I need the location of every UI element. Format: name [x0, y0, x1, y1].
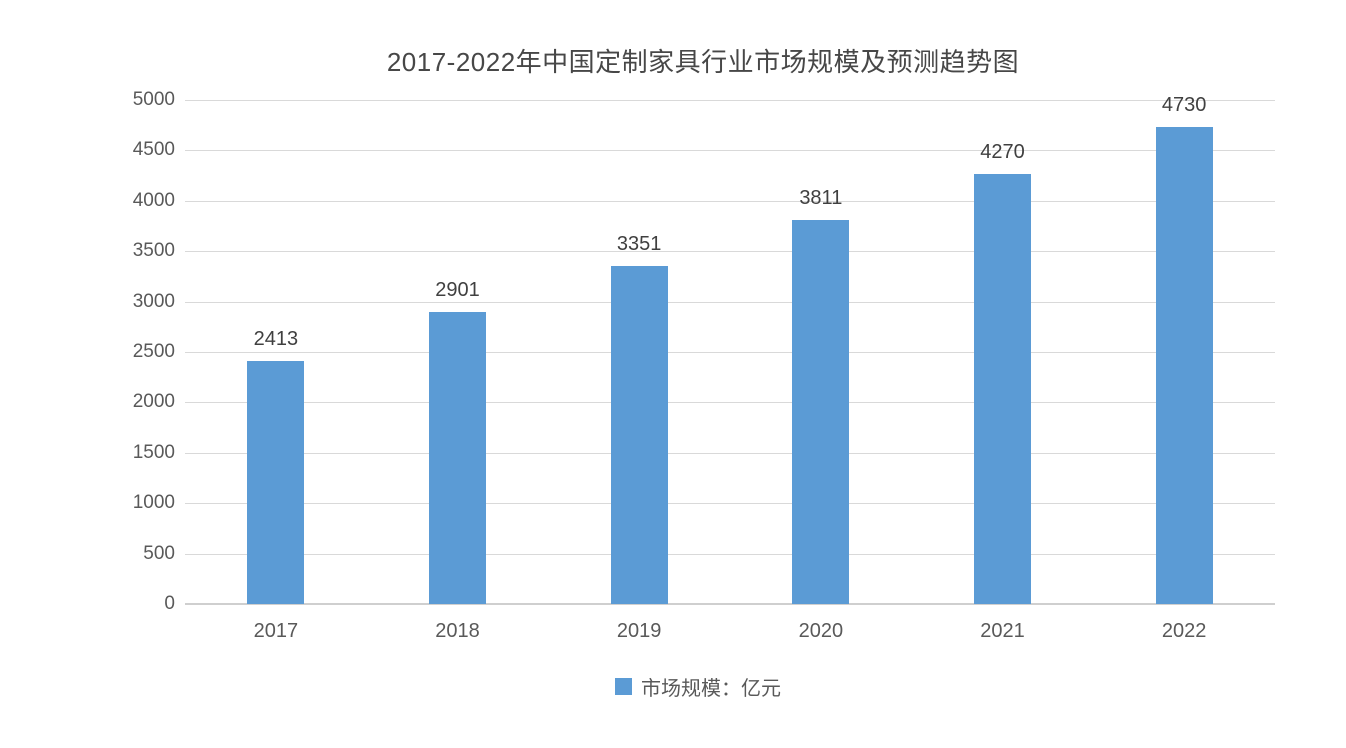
bar-2020 [792, 219, 850, 604]
gridline [185, 503, 1275, 505]
gridline [185, 402, 1275, 404]
bar-value-label: 4730 [1161, 94, 1207, 117]
plot-area: 5000 4500 4000 3500 3000 2500 2000 1500 1000 500 0… [133, 89, 1275, 642]
gridline [185, 150, 1275, 152]
bar-value-label: 3351 [616, 233, 662, 256]
bar-2019 [610, 266, 668, 604]
chart-title: 2017-2022年中国定制家具行业市场规模及预测趋势图 [386, 47, 1020, 77]
y-tick-label: 4000 [132, 189, 175, 211]
x-axis-line [185, 603, 1275, 605]
x-tick-label-2021: 2021 [980, 620, 1025, 642]
y-tick-label: 5000 [132, 89, 175, 110]
gridline [185, 301, 1275, 303]
gridline [185, 200, 1275, 202]
y-tick-label: 1500 [132, 441, 175, 463]
gridline [185, 553, 1275, 555]
y-tick-label: 500 [143, 542, 175, 564]
gridline [185, 100, 1275, 101]
y-tick-label: 4500 [132, 139, 175, 161]
y-tick-label: 2000 [132, 391, 175, 413]
legend-label: 市场规模：亿元 [641, 678, 781, 700]
legend-swatch-icon [615, 678, 632, 695]
y-tick-label: 0 [164, 593, 175, 614]
bar-value-label: 2901 [435, 278, 480, 301]
bar-2018 [429, 311, 486, 604]
y-tick-label: 2500 [132, 341, 175, 362]
gridline [185, 452, 1275, 454]
y-tick-label: 3500 [132, 240, 175, 262]
x-tick-label-2017: 2017 [253, 620, 299, 642]
x-tick-label-2020: 2020 [798, 620, 844, 642]
x-tick-label-2019: 2019 [616, 620, 662, 642]
y-tick-label: 1000 [132, 492, 175, 514]
x-tick-label-2018: 2018 [435, 620, 480, 642]
bar-value-label: 4270 [980, 140, 1025, 163]
gridline [185, 251, 1275, 253]
x-tick-label-2022: 2022 [1161, 620, 1207, 642]
bar-2022 [1155, 127, 1213, 604]
bar-value-label: 3811 [799, 186, 843, 209]
legend: 市场规模：亿元 [50, 672, 1346, 701]
bar-2017 [247, 360, 305, 604]
bar-value-label: 2413 [253, 327, 299, 350]
bar-2021 [974, 173, 1031, 604]
gridline [185, 352, 1275, 353]
y-tick-label: 3000 [132, 290, 175, 312]
